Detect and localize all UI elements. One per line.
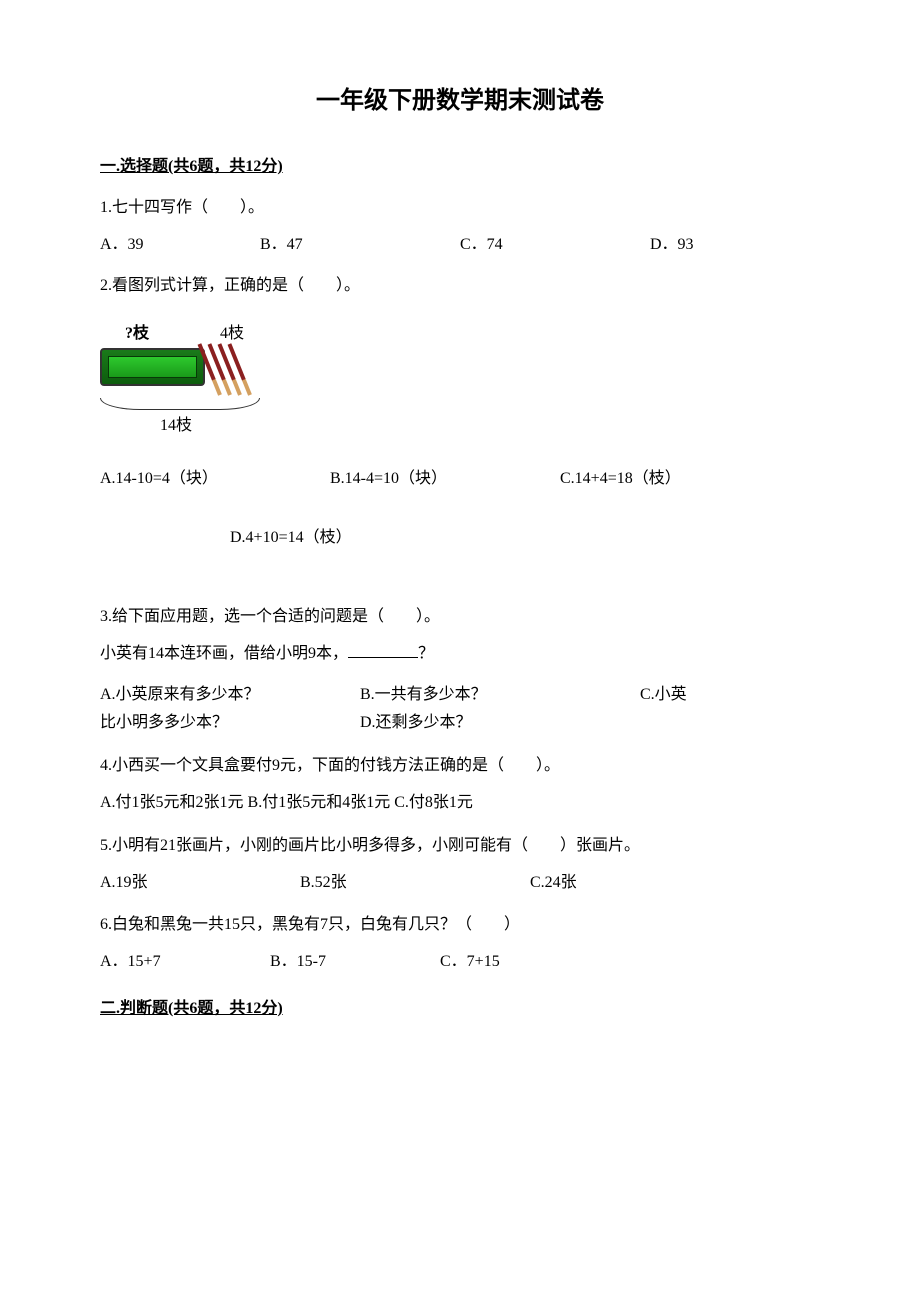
question-1: 1.七十四写作（ ）。 A．39 B．47 C．74 D．93	[100, 194, 820, 260]
q3-subtext: 小英有14本连环画，借给小明9本， ？	[100, 640, 820, 669]
q3-option-a: A.小英原来有多少本？	[100, 681, 360, 710]
page-title: 一年级下册数学期末测试卷	[100, 80, 820, 123]
q1-option-b: B．47	[260, 231, 460, 260]
q4-options: A.付1张5元和2张1元 B.付1张5元和4张1元 C.付8张1元	[100, 789, 820, 818]
q3-sub-post: ？	[418, 645, 434, 662]
q2-label-unknown: ?枝	[125, 320, 149, 349]
q2-pencil-box	[100, 348, 205, 386]
q2-diagram: ?枝 4枝 14枝	[100, 320, 280, 440]
q6-option-c: C．7+15	[440, 948, 500, 977]
q2-option-b: B.14-4=10（块）	[330, 465, 560, 494]
q6-option-b: B．15-7	[270, 948, 440, 977]
q6-options: A．15+7 B．15-7 C．7+15	[100, 948, 820, 977]
section-1-header: 一.选择题(共6题，共12分)	[100, 153, 820, 182]
q2-pencil-box-inner	[108, 356, 197, 378]
question-3: 3.给下面应用题，选一个合适的问题是（ ）。 小英有14本连环画，借给小明9本，…	[100, 603, 820, 738]
q1-option-c: C．74	[460, 231, 650, 260]
question-4: 4.小西买一个文具盒要付9元，下面的付钱方法正确的是（ ）。 A.付1张5元和2…	[100, 752, 820, 818]
q2-option-d: D.4+10=14（枝）	[230, 524, 820, 553]
q6-text: 6.白兔和黑兔一共15只，黑兔有7只，白兔有几只？（ ）	[100, 911, 820, 940]
section-2-header: 二.判断题(共6题，共12分)	[100, 995, 820, 1024]
q2-option-c: C.14+4=18（枝）	[560, 465, 681, 494]
question-5: 5.小明有21张画片，小刚的画片比小明多得多，小刚可能有（ ）张画片。 A.19…	[100, 832, 820, 898]
q3-blank	[348, 657, 418, 658]
q3-options: A.小英原来有多少本？ B.一共有多少本？ C.小英 比小明多多少本？ D.还剩…	[100, 681, 820, 739]
q1-options: A．39 B．47 C．74 D．93	[100, 231, 820, 260]
q3-option-c-pre: C.小英	[640, 681, 687, 710]
q3-sub-pre: 小英有14本连环画，借给小明9本，	[100, 645, 348, 662]
q5-text: 5.小明有21张画片，小刚的画片比小明多得多，小刚可能有（ ）张画片。	[100, 832, 820, 861]
question-6: 6.白兔和黑兔一共15只，黑兔有7只，白兔有几只？（ ） A．15+7 B．15…	[100, 911, 820, 977]
q5-option-b: B.52张	[300, 869, 530, 898]
q3-option-b: B.一共有多少本？	[360, 681, 640, 710]
q1-text: 1.七十四写作（ ）。	[100, 194, 820, 223]
q2-text: 2.看图列式计算，正确的是（ ）。	[100, 272, 820, 301]
q6-option-a: A．15+7	[100, 948, 270, 977]
q2-options-row2: D.4+10=14（枝）	[230, 524, 820, 553]
q4-text: 4.小西买一个文具盒要付9元，下面的付钱方法正确的是（ ）。	[100, 752, 820, 781]
question-2: 2.看图列式计算，正确的是（ ）。 ?枝 4枝 14枝 A.14-10=4（块）…	[100, 272, 820, 553]
q2-options-row1: A.14-10=4（块） B.14-4=10（块） C.14+4=18（枝）	[100, 465, 820, 494]
q2-bracket	[100, 398, 260, 410]
q5-options: A.19张 B.52张 C.24张	[100, 869, 820, 898]
q3-text: 3.给下面应用题，选一个合适的问题是（ ）。	[100, 603, 820, 632]
q3-option-d: D.还剩多少本？	[360, 709, 472, 738]
q5-option-c: C.24张	[530, 869, 577, 898]
q1-option-a: A．39	[100, 231, 260, 260]
q3-option-c-post: 比小明多多少本？	[100, 709, 360, 738]
q1-option-d: D．93	[650, 231, 694, 260]
q2-option-a: A.14-10=4（块）	[100, 465, 330, 494]
q5-option-a: A.19张	[100, 869, 300, 898]
q2-label-total: 14枝	[160, 412, 192, 441]
